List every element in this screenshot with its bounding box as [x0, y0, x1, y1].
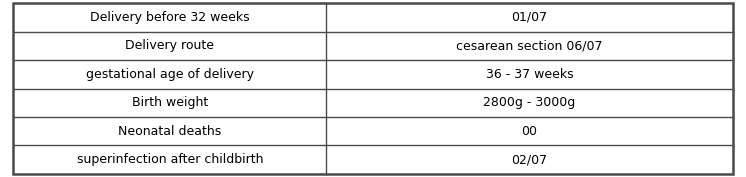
Text: Delivery route: Delivery route [125, 39, 214, 52]
Text: Delivery before 32 weeks: Delivery before 32 weeks [90, 11, 250, 24]
Text: Neonatal deaths: Neonatal deaths [118, 125, 222, 138]
Text: 02/07: 02/07 [511, 153, 548, 166]
Text: cesarean section 06/07: cesarean section 06/07 [456, 39, 603, 52]
Text: superinfection after childbirth: superinfection after childbirth [77, 153, 263, 166]
Text: gestational age of delivery: gestational age of delivery [86, 68, 254, 81]
Text: 00: 00 [521, 125, 537, 138]
Text: 36 - 37 weeks: 36 - 37 weeks [486, 68, 573, 81]
Text: Birth weight: Birth weight [132, 96, 208, 109]
Text: 2800g - 3000g: 2800g - 3000g [483, 96, 575, 109]
Text: 01/07: 01/07 [511, 11, 548, 24]
